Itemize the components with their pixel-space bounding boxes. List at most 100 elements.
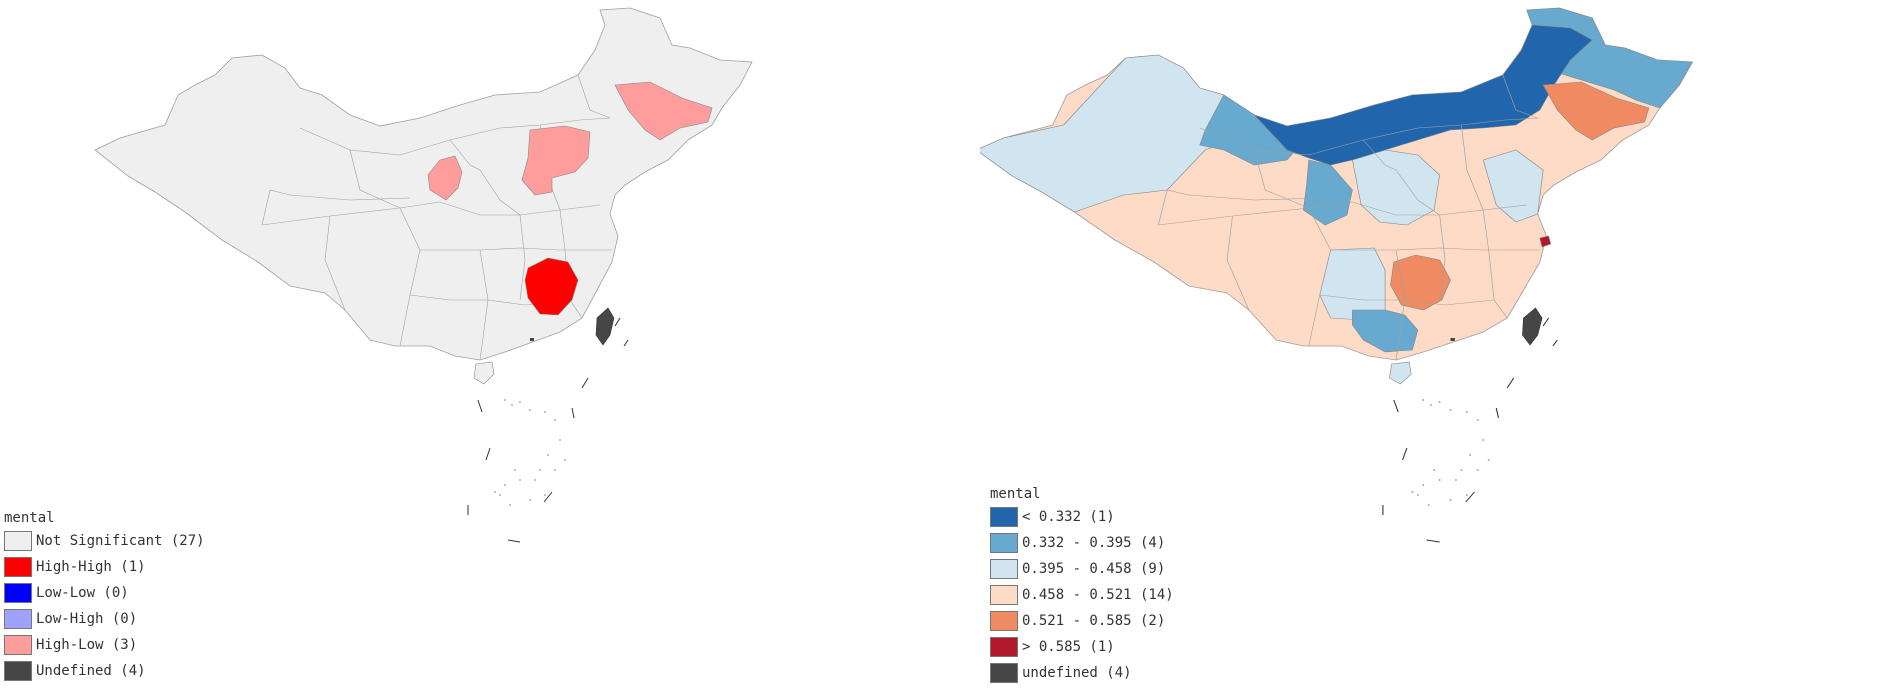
legend-label-class-1: < 0.332 (1) — [1022, 509, 1115, 525]
legend-row-undefined: undefined (4) — [990, 663, 1174, 683]
legend-swatch-low-high — [4, 609, 32, 629]
lisa-nine-dash-line — [477, 399, 483, 413]
choropleth-nine-dash-line — [1506, 377, 1515, 389]
choropleth-region-class-3 — [1319, 247, 1386, 321]
legend-label-low-low: Low-Low (0) — [36, 585, 129, 601]
choropleth-province-boundary — [1308, 207, 1331, 347]
choropleth-island-dot — [1469, 454, 1472, 456]
legend-label-class-3: 0.395 - 0.458 (9) — [1022, 561, 1166, 577]
lisa-region-high-low — [614, 81, 713, 141]
lisa-province-boundary — [519, 214, 526, 301]
lisa-province-boundary — [420, 247, 612, 251]
choropleth-map-panel: mental < 0.332 (1) 0.332 - 0.395 (4) 0.3… — [980, 0, 1902, 690]
choropleth-island-dot — [1438, 479, 1441, 481]
choropleth-province-boundary — [1395, 169, 1440, 216]
lisa-region-hainan — [473, 361, 495, 385]
choropleth-region-class-5 — [1390, 254, 1451, 311]
lisa-nine-dash-line — [623, 339, 629, 347]
legend-row-undefined: Undefined (4) — [4, 661, 205, 681]
lisa-island-dot — [544, 494, 546, 496]
choropleth-province-boundary — [1461, 124, 1484, 211]
lisa-island-dot — [494, 491, 496, 493]
legend-label-undefined: undefined (4) — [1022, 665, 1132, 681]
choropleth-nine-dash-line — [1393, 399, 1399, 413]
choropleth-island-dot — [1465, 494, 1468, 496]
lisa-province-boundary — [349, 149, 401, 209]
choropleth-nine-dash-line — [1426, 539, 1440, 543]
legend-label-class-5: 0.521 - 0.585 (2) — [1022, 613, 1166, 629]
legend-swatch-high-low — [4, 635, 32, 655]
legend-swatch-low-low — [4, 583, 32, 603]
lisa-province-boundary — [449, 139, 481, 171]
lisa-province-boundary — [289, 194, 411, 201]
legend-row-low-low: Low-Low (0) — [4, 583, 205, 603]
lisa-island-dot — [504, 484, 506, 486]
legend-label-low-high: Low-High (0) — [36, 611, 138, 627]
lisa-nine-dash-line — [507, 539, 521, 543]
lisa-map-canvas — [94, 7, 753, 543]
lisa-nine-dash-line — [614, 317, 621, 327]
lisa-island-dot — [559, 439, 561, 441]
choropleth-region-class-3 — [1482, 149, 1544, 223]
choropleth-nine-dash-line — [1542, 317, 1550, 327]
lisa-mainland — [94, 7, 753, 361]
lisa-province-boundary — [324, 215, 346, 311]
lisa-legend: mental Not Significant (27) High-High (1… — [4, 508, 205, 687]
lisa-province-boundary — [577, 74, 611, 119]
legend-swatch-high-high — [4, 557, 32, 577]
legend-row-class-3: 0.395 - 0.458 (9) — [990, 559, 1174, 579]
choropleth-province-boundary — [1502, 74, 1538, 119]
choropleth-island-dot — [1460, 469, 1463, 471]
choropleth-island-dot — [1416, 494, 1419, 496]
legend-row-not-significant: Not Significant (27) — [4, 531, 205, 551]
choropleth-map-canvas — [980, 7, 1694, 543]
lisa-region-high-low — [521, 125, 591, 196]
lisa-island-dot — [529, 499, 531, 501]
legend-swatch-undefined — [4, 661, 32, 681]
legend-swatch-class-2 — [990, 533, 1018, 553]
lisa-province-boundary — [399, 207, 421, 347]
lisa-province-boundary — [479, 169, 521, 216]
choropleth-island-dot — [1476, 469, 1479, 471]
choropleth-island-dot — [1422, 484, 1425, 486]
choropleth-island-dot — [1482, 439, 1485, 441]
lisa-island-dot — [509, 504, 511, 506]
legend-row-low-high: Low-High (0) — [4, 609, 205, 629]
lisa-map-regions — [94, 7, 753, 543]
choropleth-province-boundary — [1188, 194, 1320, 201]
choropleth-island-dot — [1449, 409, 1452, 411]
legend-row-class-2: 0.332 - 0.395 (4) — [990, 533, 1174, 553]
lisa-island-dot — [564, 459, 566, 461]
choropleth-province-boundary — [1199, 117, 1538, 156]
choropleth-region-class-3 — [1389, 361, 1412, 385]
choropleth-island-dot — [1465, 411, 1468, 413]
legend-label-class-4: 0.458 - 0.521 (14) — [1022, 587, 1174, 603]
legend-label-not-significant: Not Significant (27) — [36, 533, 205, 549]
lisa-region-high-low — [427, 155, 463, 201]
choropleth-island-dot — [1438, 401, 1441, 403]
choropleth-island-dot — [1427, 504, 1430, 506]
legend-row-high-high: High-High (1) — [4, 557, 205, 577]
lisa-island-dot — [499, 494, 501, 496]
lisa-island-dot — [514, 469, 516, 471]
legend-row-class-6: > 0.585 (1) — [990, 637, 1174, 657]
legend-swatch-class-5 — [990, 611, 1018, 631]
choropleth-nine-dash-line — [1402, 447, 1408, 461]
choropleth-taiwan — [1522, 307, 1543, 346]
choropleth-region-class-1 — [1253, 24, 1593, 166]
choropleth-region-class-2 — [1303, 159, 1353, 226]
choropleth-region-class-3 — [980, 54, 1255, 213]
lisa-nine-dash-line — [571, 407, 575, 419]
choropleth-nine-dash-line — [1465, 491, 1475, 503]
choropleth-nine-dash-line — [1495, 407, 1499, 419]
lisa-province-boundary — [261, 201, 441, 226]
legend-row-high-low: High-Low (3) — [4, 635, 205, 655]
choropleth-province-boundary — [1482, 209, 1508, 319]
lisa-island-dot — [534, 479, 536, 481]
legend-row-class-1: < 0.332 (1) — [990, 507, 1174, 527]
lisa-island-dot — [529, 409, 531, 411]
legend-row-class-4: 0.458 - 0.521 (14) — [990, 585, 1174, 605]
legend-row-class-5: 0.521 - 0.585 (2) — [990, 611, 1174, 631]
choropleth-island-dot — [1476, 419, 1479, 421]
choropleth-hong-kong-macau — [1450, 338, 1455, 341]
